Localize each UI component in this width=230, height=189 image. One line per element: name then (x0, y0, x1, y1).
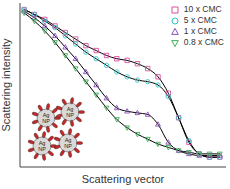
svg-text:AgNP: AgNP (38, 140, 46, 152)
svg-text:AgNP: AgNP (42, 112, 50, 124)
html-text:5 x CMC: 5 x CMC (183, 15, 217, 25)
svg-text:AgNP: AgNP (64, 137, 72, 149)
html-text:0.8 x CMC: 0.8 x CMC (183, 37, 224, 47)
svg-text:AgNP: AgNP (66, 106, 74, 118)
svg-text:Scattering intensity: Scattering intensity (8, 38, 12, 131)
html-text:1 x CMC: 1 x CMC (183, 26, 217, 36)
html-text:10 x CMC: 10 x CMC (183, 4, 222, 14)
svg-text:Scattering vector: Scattering vector (82, 173, 165, 185)
